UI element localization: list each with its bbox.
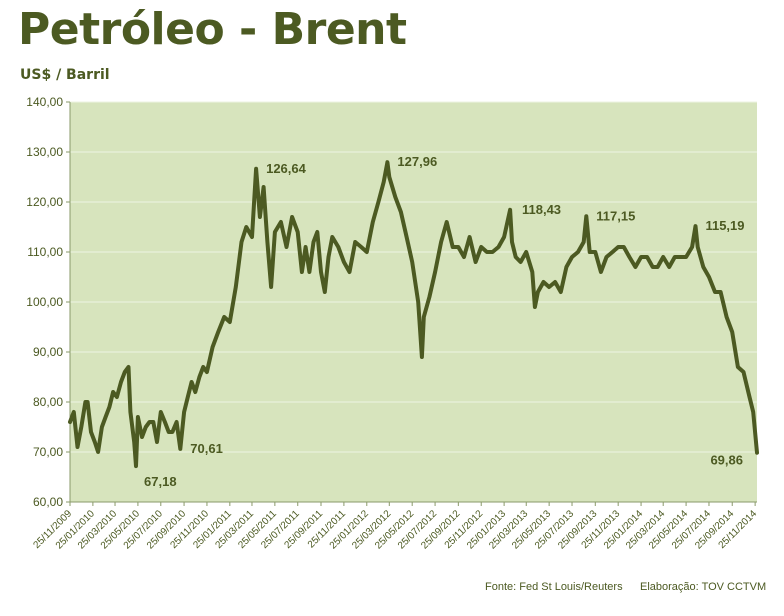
- data-label: 115,19: [705, 218, 744, 233]
- y-tick-label: 70,00: [33, 445, 63, 459]
- chart-subtitle: US$ / Barril: [20, 67, 110, 83]
- data-label: 117,15: [596, 208, 635, 223]
- data-label: 118,43: [522, 202, 561, 217]
- y-tick-label: 80,00: [33, 395, 63, 409]
- y-tick-label: 140,00: [26, 95, 63, 109]
- source-note: Fonte: Fed St Louis/Reuters: [485, 581, 623, 593]
- data-label: 70,61: [190, 441, 223, 456]
- y-tick-label: 100,00: [26, 295, 63, 309]
- y-tick-label: 110,00: [27, 245, 63, 259]
- data-label: 127,96: [397, 154, 437, 169]
- y-tick-label: 90,00: [33, 345, 63, 359]
- y-tick-label: 60,00: [33, 495, 63, 509]
- credit-note: Elaboração: TOV CCTVM: [640, 581, 767, 593]
- data-label: 69,86: [710, 453, 743, 468]
- data-label: 67,18: [144, 474, 177, 489]
- y-tick-label: 130,00: [26, 145, 63, 159]
- y-tick-label: 120,00: [26, 195, 63, 209]
- price-series-line: [68, 160, 759, 469]
- chart-title: Petróleo - Brent: [18, 4, 407, 55]
- data-label: 126,64: [266, 161, 307, 176]
